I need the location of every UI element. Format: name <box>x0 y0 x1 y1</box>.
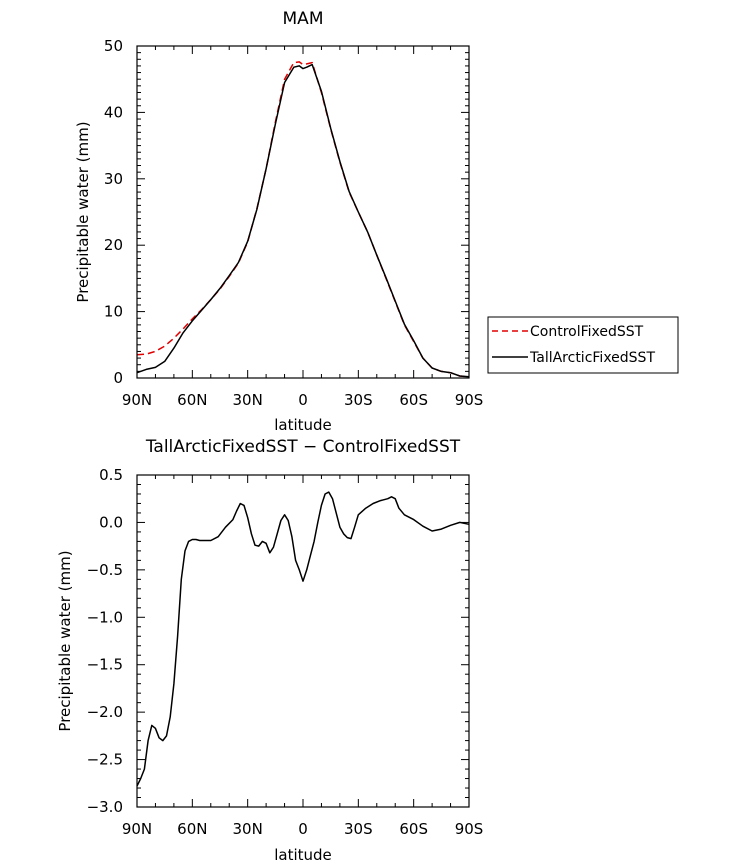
bottom-x-tick-label: 90N <box>122 820 152 838</box>
top-x-tick-label: 60N <box>177 391 207 409</box>
bottom-y-tick-label: −2.5 <box>87 751 123 769</box>
top-x-tick-label: 90S <box>455 391 484 409</box>
top-y-tick-label: 30 <box>104 170 123 188</box>
top-x-tick-label: 30S <box>344 391 373 409</box>
legend-label-control: ControlFixedSST <box>530 324 644 340</box>
bottom-series-lines <box>136 491 470 787</box>
bottom-x-axis-label: latitude <box>274 846 332 864</box>
bottom-y-tick-label: −0.5 <box>87 561 123 579</box>
bottom-axis-ticks: 90N 60N 30N 0 30S 60S 90S 0.5 0.0 −0.5 −1.0 −1.5 −2.… <box>87 466 484 838</box>
top-series-lines <box>136 61 470 378</box>
top-y-tick-label: 20 <box>104 236 123 254</box>
bottom-y-axis-label: Precipitable water (mm) <box>56 550 74 731</box>
legend-box <box>487 316 679 374</box>
bottom-plot-frame <box>136 474 470 808</box>
bottom-panel: TallArcticFixedSST − ControlFixedSST Pre… <box>56 437 483 864</box>
top-x-tick-label: 60S <box>399 391 428 409</box>
legend-label-tallarctic: TallArcticFixedSST <box>529 350 655 366</box>
top-y-axis-label: Precipitable water (mm) <box>74 121 92 302</box>
bottom-y-tick-label: −2.0 <box>87 703 123 721</box>
top-y-tick-label: 0 <box>113 369 123 387</box>
bottom-y-tick-label: −1.0 <box>87 608 123 626</box>
top-chart-title: MAM <box>283 9 324 29</box>
top-axis-ticks: 90N 60N 30N 0 30S 60S 90S 0 10 20 30 40 50 <box>104 37 483 409</box>
bottom-x-tick-label: 30S <box>344 820 373 838</box>
bottom-y-tick-label: 0.0 <box>99 513 123 531</box>
top-x-tick-label: 90N <box>122 391 152 409</box>
bottom-x-tick-label: 60S <box>399 820 428 838</box>
bottom-x-tick-label: 0 <box>298 820 308 838</box>
top-y-tick-label: 10 <box>104 303 123 321</box>
bottom-x-tick-label: 60N <box>177 820 207 838</box>
top-series-line-1 <box>136 61 470 378</box>
top-y-tick-label: 40 <box>104 103 123 121</box>
top-panel: MAM Precipitable water (mm) latitude 90N… <box>74 9 679 434</box>
bottom-x-tick-label: 90S <box>455 820 484 838</box>
top-series-line-2 <box>136 63 470 378</box>
top-x-tick-label: 0 <box>298 391 308 409</box>
bottom-x-tick-label: 30N <box>233 820 263 838</box>
bottom-y-tick-label: 0.5 <box>99 466 123 484</box>
top-plot-frame <box>136 45 470 379</box>
bottom-y-tick-label: −1.5 <box>87 656 123 674</box>
bottom-chart-title: TallArcticFixedSST − ControlFixedSST <box>145 437 461 457</box>
bottom-series-line-1 <box>136 491 470 787</box>
top-x-axis-label: latitude <box>274 416 332 434</box>
top-x-tick-label: 30N <box>233 391 263 409</box>
top-y-tick-label: 50 <box>104 37 123 55</box>
legend: ControlFixedSST TallArcticFixedSST <box>487 316 679 374</box>
bottom-y-tick-label: −3.0 <box>87 798 123 816</box>
